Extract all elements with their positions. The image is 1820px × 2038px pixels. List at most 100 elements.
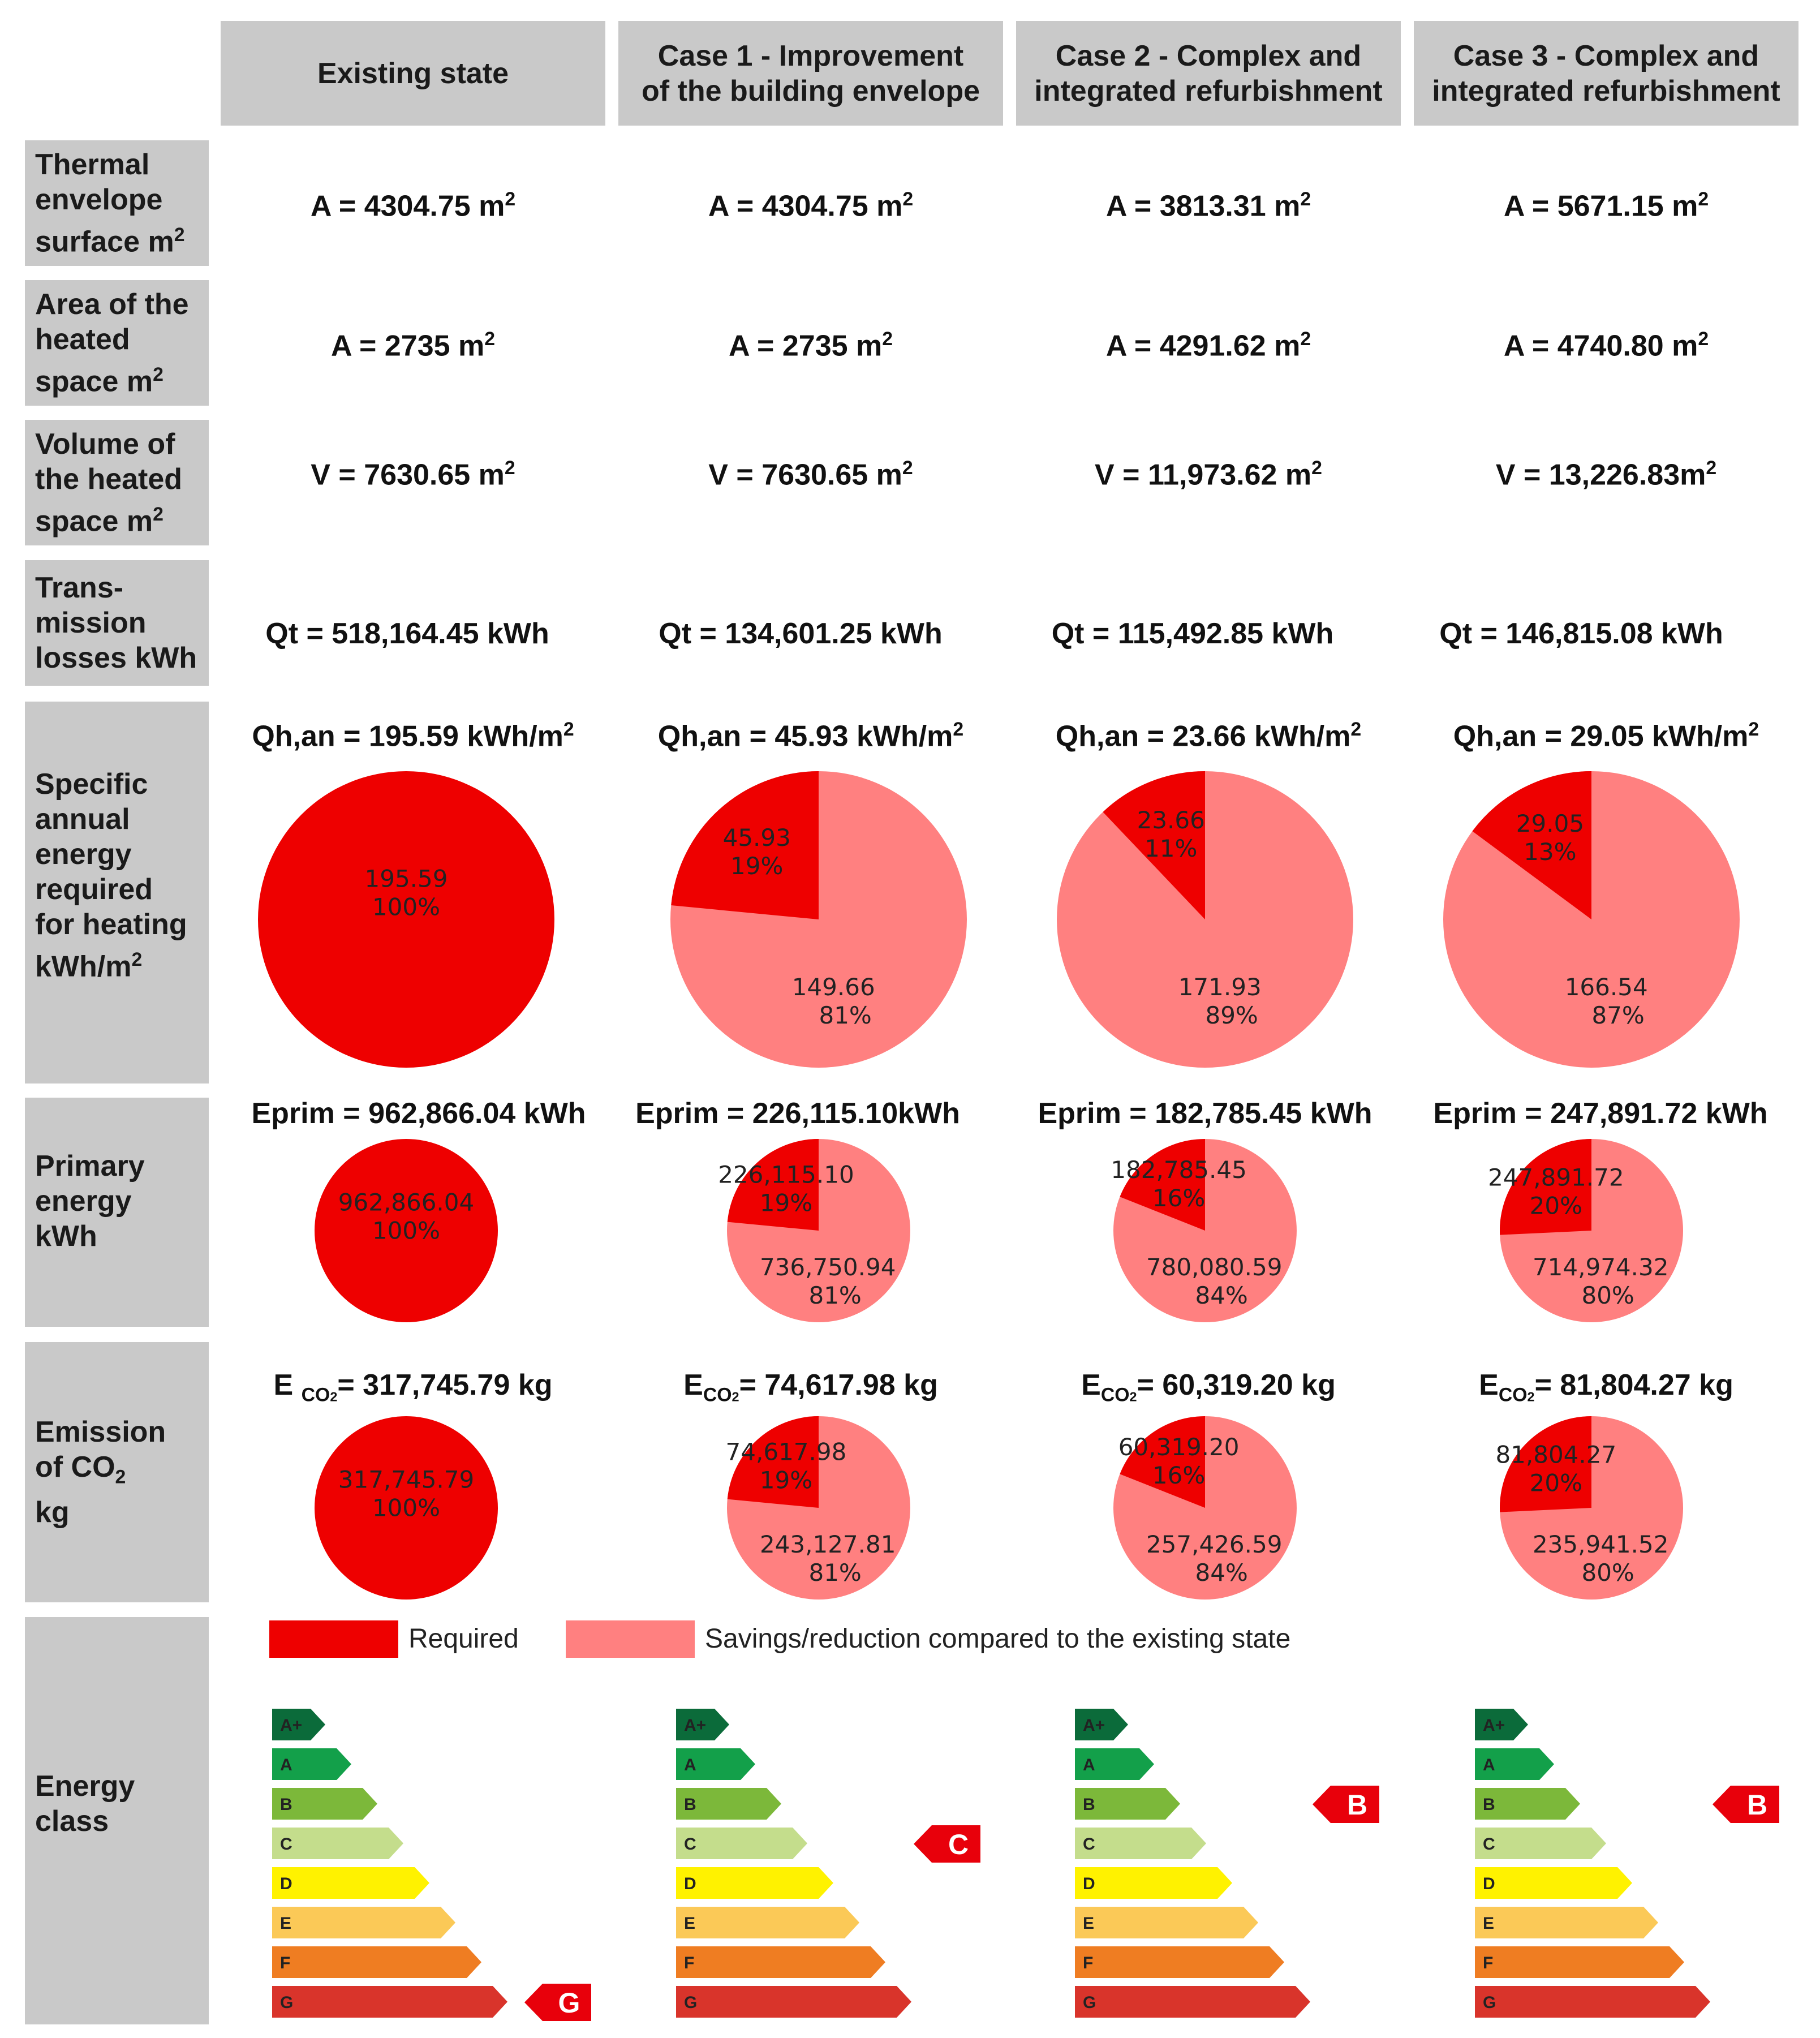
pie-percent-label: 81% [808,1282,861,1309]
energy-class-bar [272,1788,377,1820]
primary-title-existing: Eprim = 962,866.04 kWh [251,1097,586,1130]
energy-class-bar [1075,1907,1258,1938]
column-header-line: Case 1 - Improvement [657,39,964,72]
energy-class-letter: E [1083,1914,1094,1933]
legend-swatch-required [269,1620,398,1658]
pie-percent-label: 84% [1195,1559,1247,1586]
specific-title-case1: Qh,an = 45.93 kWh/m2 [657,719,964,753]
energy-class-bar [676,1986,911,2018]
energy-class-bar [676,1748,755,1780]
column-header-line: Case 3 - Complex and [1453,39,1759,72]
pie-percent-label: 20% [1530,1469,1582,1497]
energy-class-letter: G [684,1993,697,2012]
emission-title-case1: ECO2= 74,617.98 kg [683,1369,938,1406]
pie-value-label: 247,891.72 [1488,1164,1624,1192]
energy-class-letter: G [280,1993,293,2012]
pie-value-label: 60,319.20 [1118,1433,1240,1461]
energy-class-badge [524,1984,591,2021]
energy-class-bar [272,1748,351,1780]
row-label-line: of CO [35,1451,115,1484]
pie-value-label: 195.59 [365,865,448,892]
energy-class-bar [272,1867,429,1899]
volume-value-case1: V = 7630.65 m2 [708,457,913,492]
energy-class-letter: A [280,1756,292,1774]
pie-slice-required [1500,1416,1591,1512]
pie-slice-required [671,771,819,919]
pie-value-label: 149.66 [792,973,875,1001]
pie-percent-label: 19% [760,1467,812,1494]
energy-class-letter: F [1083,1954,1093,1972]
pie-slice-required [1472,771,1591,919]
energy-class-letter: D [684,1874,696,1893]
energy-class-bar [676,1907,859,1938]
energy-class-letter: E [1483,1914,1494,1933]
superscript: 2 [131,949,143,971]
primary-title-case2: Eprim = 182,785.45 kWh [1038,1097,1372,1130]
energy-class-letter: G [1083,1993,1096,2012]
row-label-line: space m [35,505,153,538]
column-header-existing: Existing state [221,21,605,126]
pie-slice-required [315,1416,498,1600]
pie-value-label: 243,127.81 [760,1530,896,1558]
energy-class-letter: D [280,1874,292,1893]
transmission-value-existing: Qt = 518,164.45 kWh [265,617,549,650]
pie-value-label: 29.05 [1516,810,1584,837]
subscript: 2 [115,1466,126,1488]
pie-value-label: 962,866.04 [338,1188,474,1216]
energy-class-bar [272,1907,455,1938]
emission-title-case2: ECO2= 60,319.20 kg [1081,1369,1336,1406]
energy-class-letter: C [280,1835,292,1854]
energy-class-letter: A [1083,1756,1095,1774]
pie-slice-required [1120,1416,1205,1508]
energy-class-bar [1475,1867,1632,1899]
energy-class-bar [272,1709,325,1740]
pie-value-label: 714,974.32 [1533,1253,1668,1281]
energy-class-letter: A [684,1756,696,1774]
energy-class-bar [1475,1828,1606,1859]
pie-value-label: 45.93 [723,824,791,852]
energy-class-letter: A+ [684,1716,706,1735]
energy-class-badge-letter: C [948,1829,969,1860]
pie-percent-label: 84% [1195,1282,1247,1309]
energy-class-bar [1075,1748,1154,1780]
energy-class-bar [1075,1867,1232,1899]
transmission-value-case3: Qt = 146,815.08 kWh [1439,617,1723,650]
energy-class-bar [272,1946,481,1978]
row-label-line: envelope [35,183,163,216]
energy-class-letter: D [1083,1874,1095,1893]
energy-class-badge [1713,1786,1779,1823]
legend-label-required: Required [408,1624,519,1654]
thermal-value-existing: A = 4304.75 m2 [310,188,516,223]
pie-slice-required [1500,1139,1591,1235]
energy-class-bar [676,1946,885,1978]
energy-class-letter: F [1483,1954,1493,1972]
pie-percent-label: 100% [372,1216,440,1244]
pie-percent-label: 81% [819,1001,871,1029]
thermal-value-case1: A = 4304.75 m2 [708,188,914,223]
volume-value-case3: V = 13,226.83m2 [1495,457,1717,492]
specific-title-existing: Qh,an = 195.59 kWh/m2 [252,719,574,753]
pie-slice-required [315,1139,498,1322]
energy-class-letter: C [684,1835,696,1854]
row-label-line: Energy [35,1770,135,1803]
column-header-line: of the building envelope [642,74,980,108]
row-label-line: losses kWh [35,642,197,674]
energy-class-bar [1475,1788,1580,1820]
pie-slice-required [727,1139,819,1231]
energy-class-badge [914,1825,980,1863]
row-label-emission: Emission of CO2 kg [25,1342,209,1602]
pie-value-label: 166.54 [1565,973,1648,1001]
energy-class-letter: F [280,1954,290,1972]
emission-title-existing: E CO2= 317,745.79 kg [273,1369,553,1406]
pie-value-label: 235,941.52 [1533,1530,1668,1558]
energy-class-letter: A [1483,1756,1495,1774]
column-header-case3: Case 3 - Complex and integrated refurbish… [1414,21,1799,126]
energy-class-letter: A+ [280,1716,302,1735]
row-label-heated-area: Area of the heated space m2 [25,280,209,406]
row-label-line: required [35,873,153,906]
row-label-line: Volume of [35,427,175,461]
energy-class-letter: E [280,1914,291,1933]
volume-value-case2: V = 11,973.62 m2 [1095,457,1322,492]
energy-class-bar [1475,1709,1528,1740]
row-label-line: surface m [35,225,174,259]
